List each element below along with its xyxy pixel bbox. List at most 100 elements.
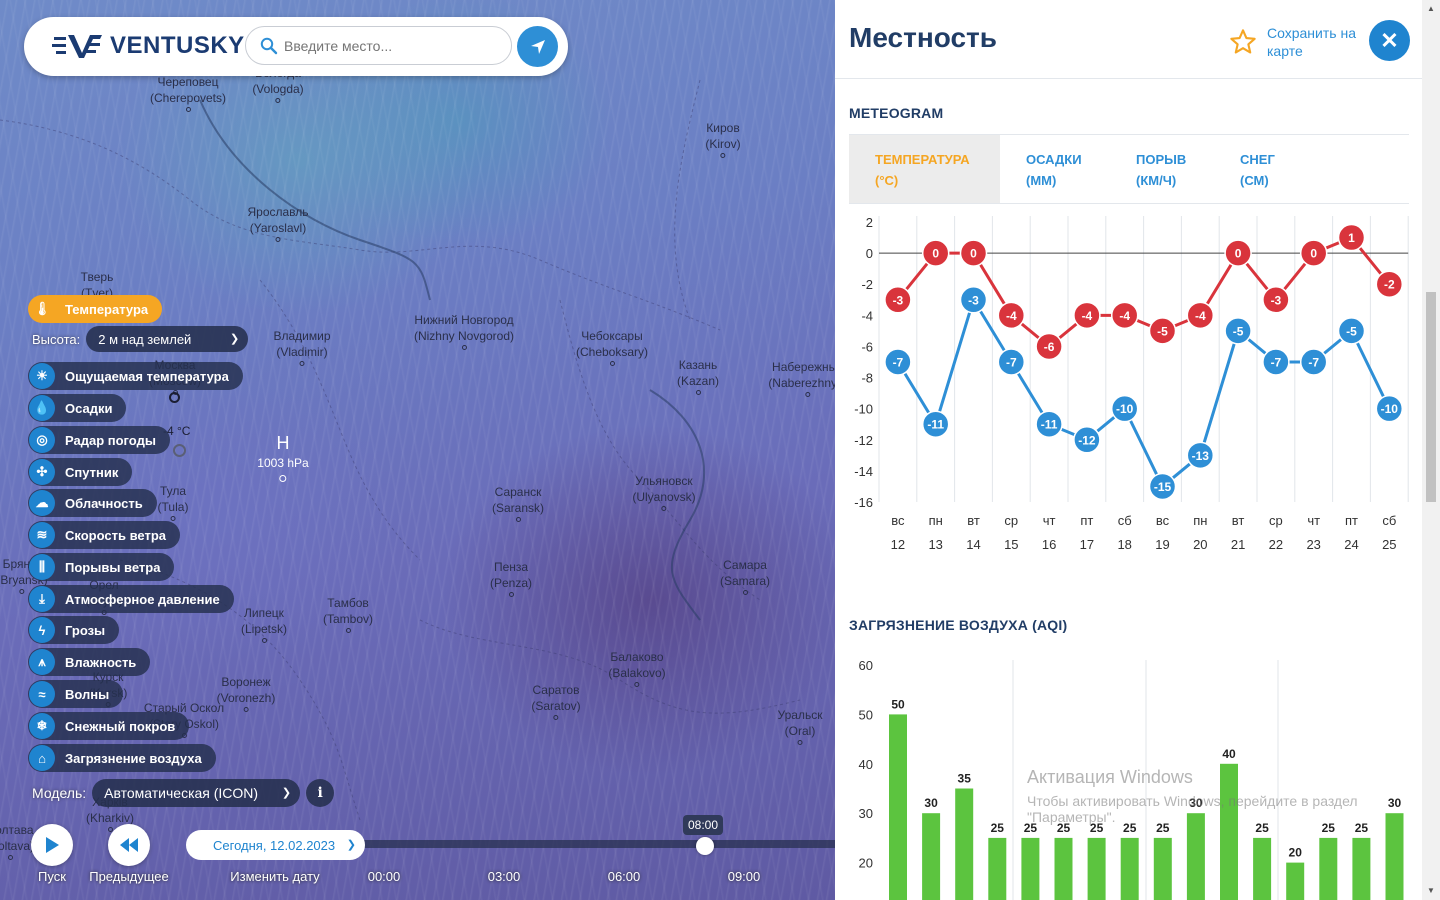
min-temp-point[interactable]	[1110, 394, 1139, 423]
aqi-bar[interactable]	[1087, 837, 1106, 900]
layer-satellite[interactable]: ✣ Спутник	[28, 458, 133, 486]
max-temp-point[interactable]	[1337, 223, 1366, 252]
max-temp-point[interactable]	[884, 286, 912, 314]
max-temp-point[interactable]	[921, 239, 950, 267]
city-label[interactable]: Полтава (Poltava)	[0, 822, 34, 860]
min-temp-point[interactable]	[1224, 317, 1252, 345]
ventusky-logo[interactable]: VENTUSKY	[52, 31, 245, 61]
min-temp-point[interactable]	[1299, 348, 1328, 376]
city-label[interactable]: Тамбов (Tambov)	[323, 595, 373, 633]
height-select[interactable]: 2 м над землей ❯	[86, 326, 249, 352]
timeline-handle[interactable]	[696, 837, 714, 855]
timeline-hour-label[interactable]: 09:00	[727, 869, 761, 884]
layer-factory[interactable]: ⌂ Загрязнение воздуха	[28, 744, 216, 772]
selected-point-marker[interactable]	[173, 444, 186, 457]
aqi-bar[interactable]	[1153, 837, 1172, 900]
aqi-bar[interactable]	[1120, 837, 1139, 900]
min-temp-point[interactable]	[997, 348, 1026, 376]
city-label[interactable]: Уральск (Oral)	[778, 707, 822, 745]
moscow-marker[interactable]	[169, 392, 180, 403]
city-label[interactable]: Тула (Tula)	[158, 483, 188, 521]
scroll-up-icon[interactable]: ▲	[1427, 4, 1435, 13]
aqi-bar[interactable]	[1253, 837, 1272, 900]
city-label[interactable]: Ярославль (Yaroslavl)	[247, 204, 309, 242]
layer-lightning[interactable]: ϟ Грозы	[28, 616, 120, 644]
city-label[interactable]: Ульяновск (Ulyanovsk)	[632, 473, 696, 511]
model-select[interactable]: Автоматическая (ICON) ❯	[92, 779, 301, 807]
layer-thermometer[interactable]: 🌡 Температура	[28, 295, 163, 323]
max-temp-point[interactable]	[1148, 317, 1177, 345]
city-label[interactable]: Самара (Samara)	[720, 557, 770, 595]
search-input[interactable]	[284, 37, 511, 54]
close-panel-button[interactable]: ✕	[1369, 20, 1410, 61]
city-label[interactable]: Пенза (Penza)	[490, 559, 532, 597]
min-temp-point[interactable]	[1375, 394, 1404, 423]
panel-scrollbar[interactable]: ▲ ▼	[1422, 0, 1440, 900]
meteogram-tab[interactable]: ПОРЫВ (КМ/Ч)	[1110, 135, 1214, 203]
min-temp-point[interactable]	[1337, 317, 1366, 345]
aqi-bar[interactable]	[1186, 813, 1205, 900]
max-temp-point[interactable]	[997, 301, 1026, 330]
max-temp-point[interactable]	[1224, 239, 1252, 267]
city-label[interactable]: Воронеж (Voronezh)	[217, 674, 275, 712]
timeline-hour-label[interactable]: 03:00	[487, 869, 521, 884]
layer-gust[interactable]: ⫼ Порывы ветра	[28, 553, 175, 581]
search-box[interactable]	[245, 26, 512, 65]
save-on-map-button[interactable]: Сохранить на карте	[1229, 24, 1367, 60]
city-label[interactable]: Череповец (Cherepovets)	[150, 74, 226, 112]
timeline-hour-label[interactable]: 06:00	[607, 869, 641, 884]
max-temp-point[interactable]	[1186, 301, 1215, 330]
timeline-track[interactable]	[360, 840, 835, 848]
layer-pressure[interactable]: ⤓ Атмосферное давление	[28, 585, 234, 613]
max-temp-point[interactable]	[1375, 270, 1404, 298]
aqi-bar[interactable]	[955, 788, 974, 900]
layer-humidity[interactable]: ⩚ Влажность	[28, 648, 151, 676]
min-temp-point[interactable]	[1073, 426, 1101, 454]
layer-snowflake[interactable]: ❄ Снежный покров	[28, 712, 190, 740]
city-label[interactable]: Казань (Kazan)	[677, 357, 719, 395]
aqi-bar[interactable]	[1385, 813, 1404, 900]
city-label[interactable]: Саратов (Saratov)	[531, 682, 581, 720]
aqi-bar[interactable]	[988, 837, 1007, 900]
min-temp-point[interactable]	[921, 410, 950, 438]
aqi-bar[interactable]	[1319, 837, 1338, 900]
meteogram-tab[interactable]: СНЕГ (СМ)	[1214, 135, 1324, 203]
max-temp-point[interactable]	[1035, 332, 1063, 361]
previous-button[interactable]	[108, 824, 150, 866]
min-temp-point[interactable]	[1035, 410, 1063, 438]
meteogram-tab[interactable]: ТЕМПЕРАТУРА (°C)	[849, 135, 1000, 203]
max-temp-point[interactable]	[1110, 301, 1139, 330]
aqi-bar[interactable]	[1352, 837, 1371, 900]
aqi-bar[interactable]	[1220, 763, 1238, 900]
min-temp-point[interactable]	[1186, 441, 1215, 470]
scroll-down-icon[interactable]: ▼	[1427, 886, 1435, 895]
city-label[interactable]: Набережные (Naberezhnye)	[768, 359, 835, 397]
layer-cloud[interactable]: ☁ Облачность	[28, 489, 157, 517]
model-info-button[interactable]: i	[306, 779, 335, 807]
layer-raindrop[interactable]: 💧 Осадки	[28, 394, 127, 422]
scrollbar-thumb[interactable]	[1426, 292, 1436, 502]
city-label[interactable]: Липецк (Lipetsk)	[241, 605, 287, 643]
date-select[interactable]: Сегодня, 12.02.2023 ❯	[186, 830, 365, 860]
locate-me-button[interactable]	[517, 26, 558, 67]
aqi-bar[interactable]	[1054, 837, 1073, 900]
city-label[interactable]: Киров (Kirov)	[705, 120, 741, 158]
max-temp-point[interactable]	[1299, 239, 1328, 267]
timeline-hour-label[interactable]: 00:00	[367, 869, 401, 884]
min-temp-point[interactable]	[884, 348, 912, 376]
max-temp-point[interactable]	[1262, 286, 1290, 314]
layer-wind[interactable]: ≋ Скорость ветра	[28, 521, 180, 549]
min-temp-point[interactable]	[1262, 348, 1290, 376]
city-label[interactable]: Балаково (Balakovo)	[608, 649, 666, 687]
play-button[interactable]	[31, 824, 73, 866]
layer-feels-like[interactable]: ☀ Ощущаемая температура	[28, 362, 243, 390]
city-label[interactable]: Нижний Новгород (Nizhny Novgorod)	[414, 312, 514, 350]
min-temp-point[interactable]	[959, 286, 988, 314]
aqi-bar[interactable]	[1286, 862, 1305, 900]
aqi-bar[interactable]	[889, 714, 907, 900]
max-temp-point[interactable]	[1073, 301, 1101, 330]
city-label[interactable]: Саранск (Saransk)	[492, 484, 544, 522]
meteogram-tab[interactable]: ОСАДКИ (ММ)	[1000, 135, 1110, 203]
max-temp-point[interactable]	[959, 239, 988, 267]
city-label[interactable]: Владимир (Vladimir)	[273, 328, 331, 366]
